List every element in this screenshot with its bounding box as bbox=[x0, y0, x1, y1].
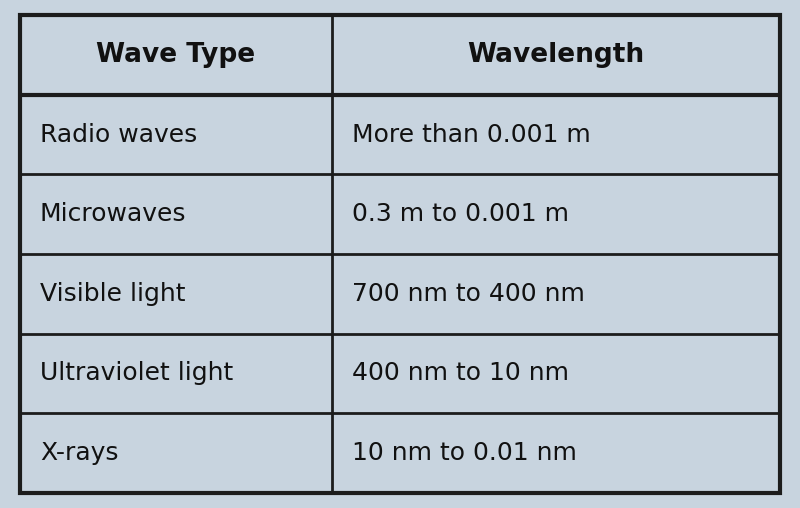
Text: Microwaves: Microwaves bbox=[40, 202, 186, 226]
Text: Ultraviolet light: Ultraviolet light bbox=[40, 361, 234, 386]
Text: Wavelength: Wavelength bbox=[467, 42, 645, 68]
Text: 10 nm to 0.01 nm: 10 nm to 0.01 nm bbox=[352, 441, 577, 465]
Text: Visible light: Visible light bbox=[40, 282, 186, 306]
Text: More than 0.001 m: More than 0.001 m bbox=[352, 122, 590, 147]
Text: 0.3 m to 0.001 m: 0.3 m to 0.001 m bbox=[352, 202, 569, 226]
Text: Radio waves: Radio waves bbox=[40, 122, 198, 147]
Text: 400 nm to 10 nm: 400 nm to 10 nm bbox=[352, 361, 569, 386]
Text: 700 nm to 400 nm: 700 nm to 400 nm bbox=[352, 282, 585, 306]
Text: X-rays: X-rays bbox=[40, 441, 118, 465]
Text: Wave Type: Wave Type bbox=[97, 42, 255, 68]
